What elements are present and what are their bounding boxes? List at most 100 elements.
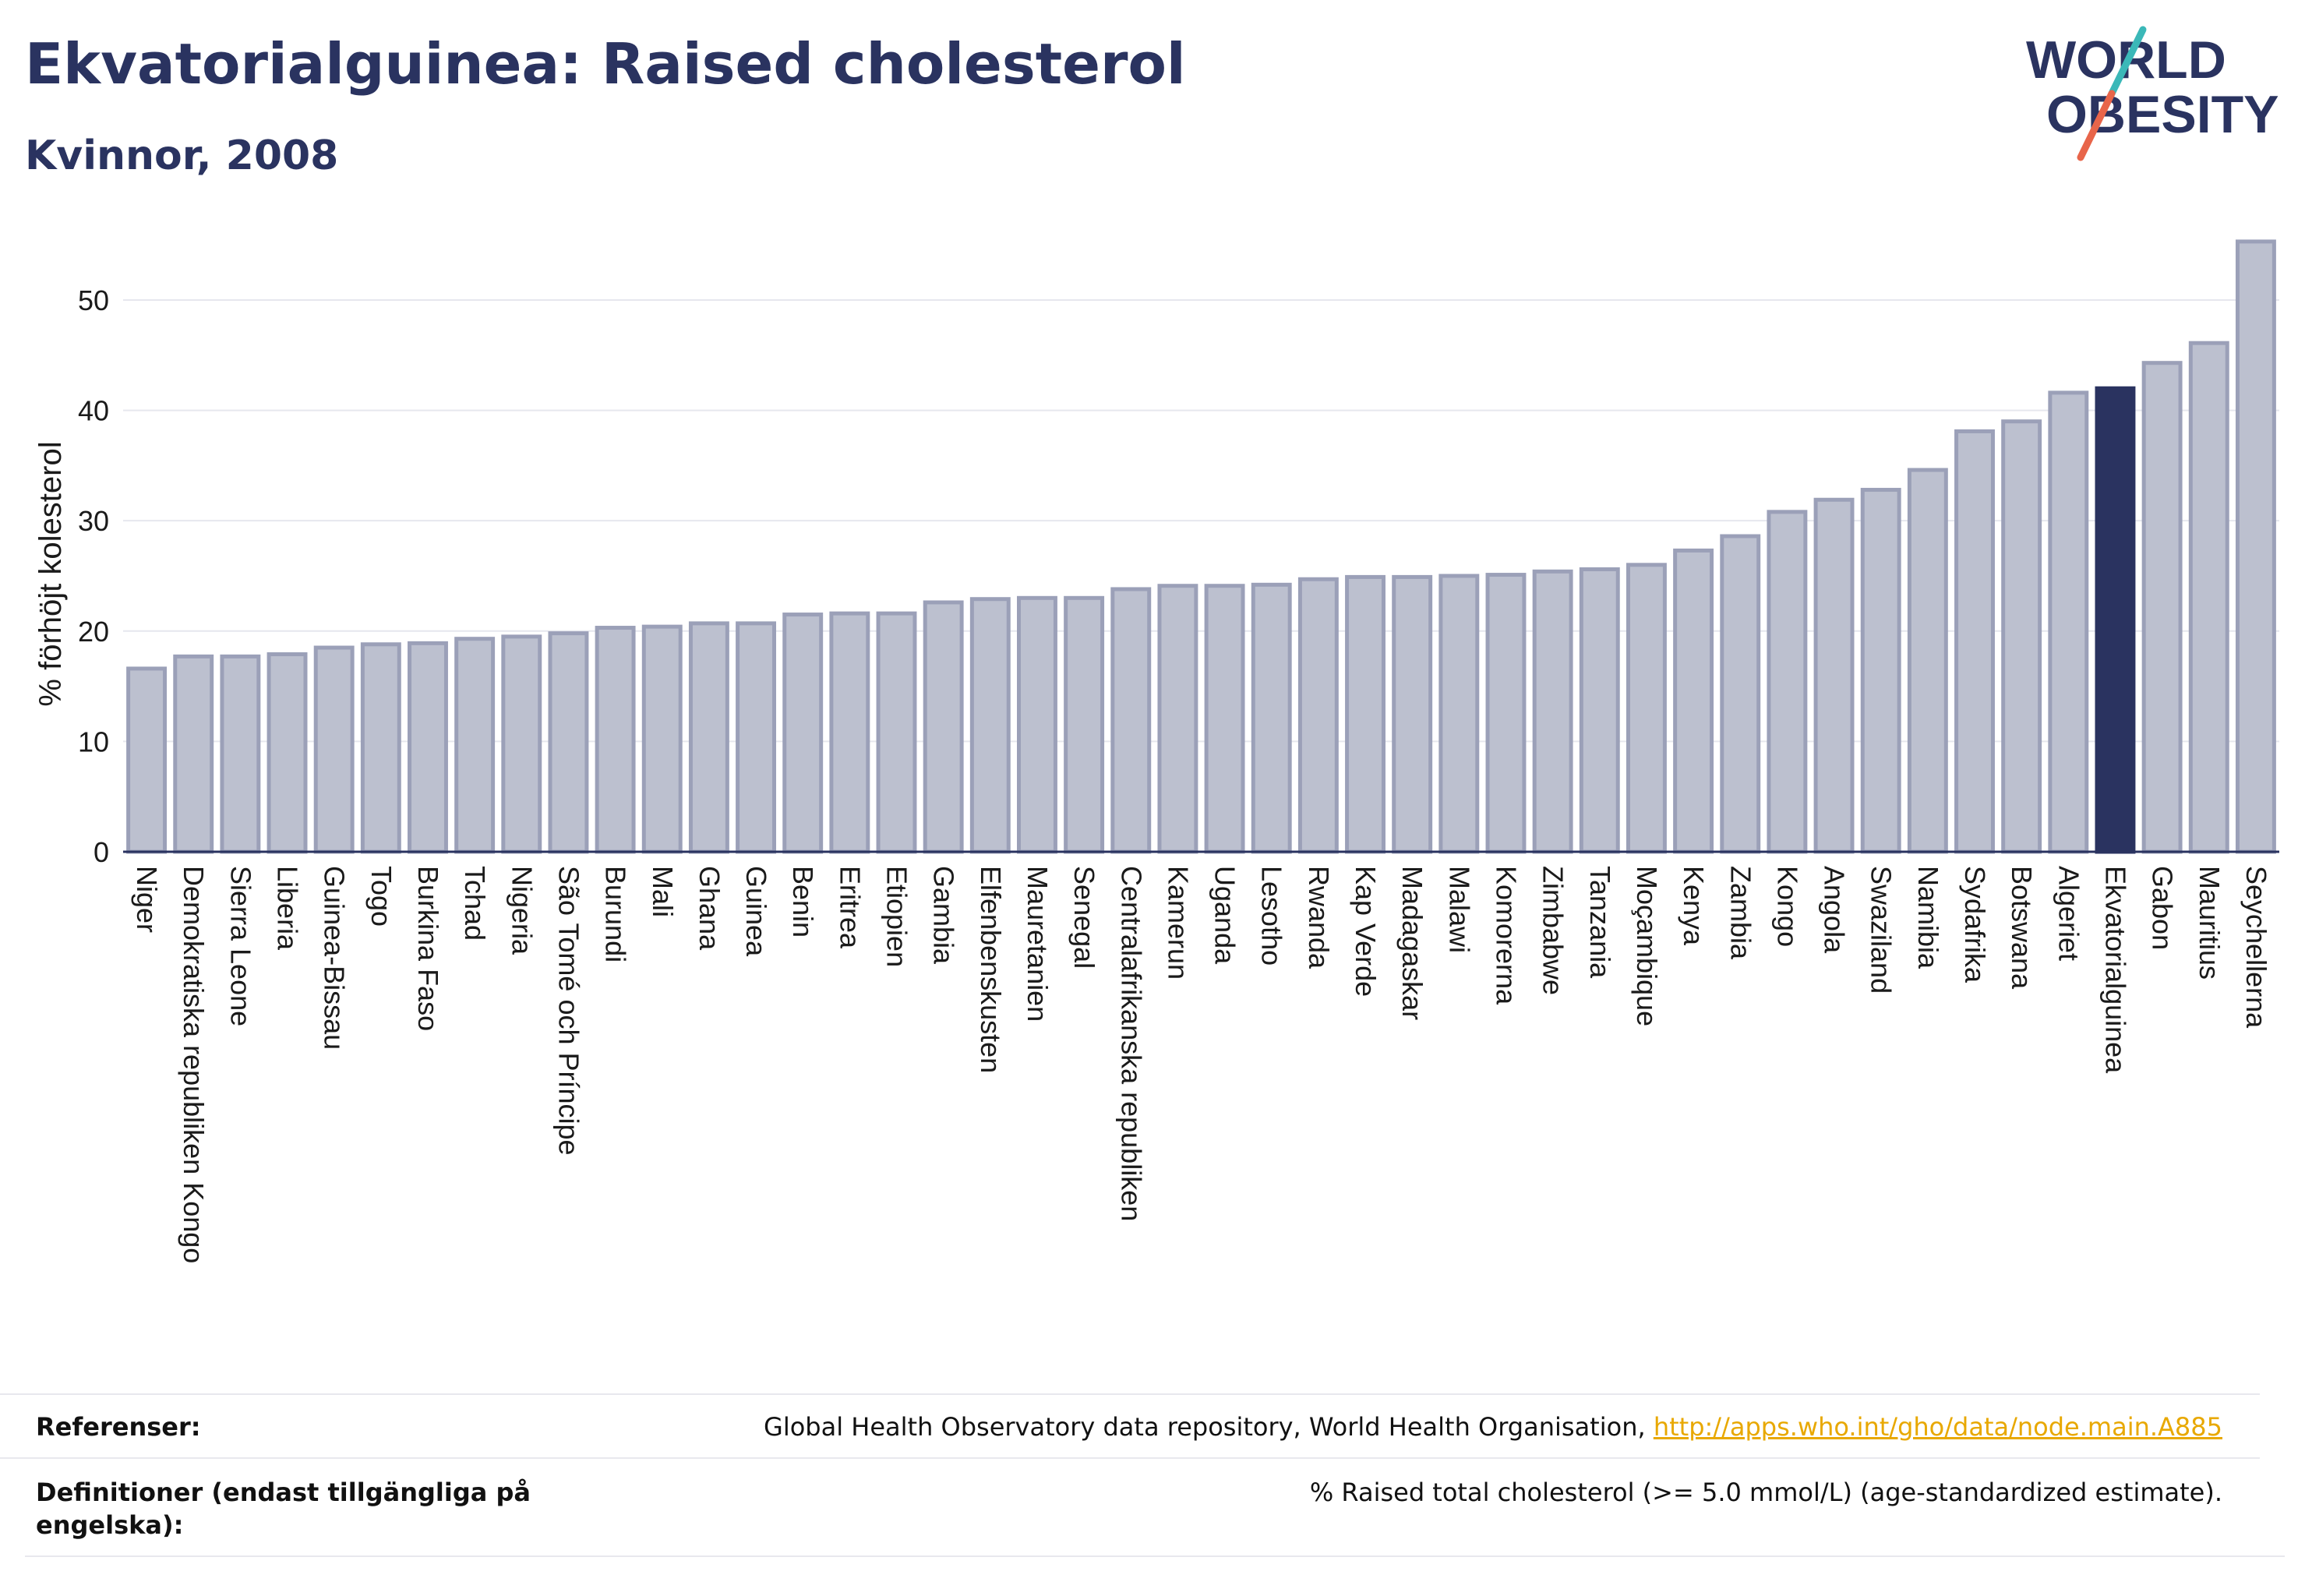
bar [595,626,636,854]
references-label: Referenser: [36,1412,201,1442]
bar [1438,574,1480,854]
x-tick-label: Lesotho [1256,866,1288,966]
bar [1907,468,1948,854]
y-tick-label: 30 [78,505,109,537]
x-tick-label: Guinea-Bissau [319,866,351,1050]
x-tick-label: São Tomé och Príncipe [552,866,584,1156]
bar [1017,595,1057,854]
bar [1251,582,1292,854]
y-tick-label: 10 [78,726,109,757]
bar [360,642,401,854]
bar [1720,534,1761,854]
x-tick-label: Kongo [1771,866,1803,947]
references-value: Global Health Observatory data repositor… [764,1411,2222,1443]
x-tick-label: Tchad [459,866,491,941]
x-tick-label: Rwanda [1303,866,1335,969]
x-tick-label: Zambia [1724,866,1756,960]
x-tick-label: Gambia [928,866,960,965]
definitions-label: Definitioner (endast tillgängliga på enge… [36,1476,531,1541]
bar [126,666,168,854]
bar [2048,390,2089,854]
x-tick-label: Senegal [1068,866,1100,969]
references-link[interactable]: http://apps.who.int/gho/data/node.main.A… [1653,1412,2222,1442]
bar [1673,548,1714,854]
x-tick-label: Burundi [600,866,632,962]
x-tick-label: Benin [787,866,819,937]
x-tick-label: Uganda [1209,866,1241,965]
bar [173,654,214,854]
bar [1064,595,1105,854]
x-tick-label: Etiopien [881,866,913,967]
x-tick-label: Eritrea [834,866,866,949]
table-bottom-border [25,1555,2285,1557]
bar [267,652,308,854]
bar [1954,429,1995,854]
bar [1626,563,1667,854]
x-tick-label: Seychellerna [2240,866,2272,1029]
bar [923,600,964,854]
x-tick-label: Tanzania [1584,866,1616,979]
bar-chart: 0 10 20 30 40 50 % förhöjt kolesterol Niger Demo… [34,239,2279,1263]
x-tick-label: Kap Verde [1350,866,1382,997]
bar [829,611,870,854]
x-tick-label: Demokratiska republiken Kongo [178,866,210,1263]
x-tick-label: Zimbabwe [1537,866,1569,995]
x-tick-label: Mali [647,866,679,917]
bar [1345,574,1385,854]
x-tick-label: Swaziland [1866,866,1897,994]
x-tick-label: Elfenbenskusten [975,866,1007,1073]
bar [876,611,917,854]
x-tick-label: Mauretanien [1022,866,1054,1022]
x-tick-label: Burkina Faso [412,866,444,1031]
bar [1860,488,1901,854]
bar [1813,497,1855,854]
bar [2188,341,2229,854]
definitions-label-line1: Definitioner (endast tillgängliga på [36,1478,531,1507]
logo-slash-teal [2108,26,2147,97]
bar [688,621,729,854]
x-tick-label: Namibia [1912,866,1944,969]
references-text: Global Health Observatory data repositor… [764,1412,1654,1442]
bar [782,613,824,854]
references-row: Referenser: Global Health Observatory da… [0,1393,2260,1459]
y-tick-label: 40 [78,395,109,427]
x-tick-label: Ghana [694,866,725,951]
bar [220,654,261,854]
x-tick-label: Madagaskar [1396,866,1428,1020]
bar [548,631,589,854]
definitions-row: Definitioner (endast tillgängliga på enge… [0,1457,2260,1557]
x-tick-label: Liberia [272,866,304,951]
bar [2095,386,2136,854]
definitions-label-line2: engelska): [36,1510,184,1540]
x-tick-label: Malawi [1443,866,1475,953]
bar [641,624,683,854]
definitions-value: % Raised total cholesterol (>= 5.0 mmol/… [1309,1478,2222,1507]
x-tick-label: Moçambique [1631,866,1663,1026]
bar [501,634,542,854]
chart-subtitle: Kvinnor, 2008 [25,132,339,179]
bar [454,637,496,854]
bar [1110,587,1152,854]
bar [1485,573,1527,854]
chart-title: Ekvatorialguinea: Raised cholesterol [25,31,1186,97]
x-tick-label: Komorerna [1490,866,1522,1005]
x-tick-label: Sierra Leone [224,866,256,1026]
bar [1157,584,1198,854]
logo-line2: OBESITY [2046,85,2279,144]
x-tick-label: Nigeria [506,866,538,955]
bar [1532,569,1573,854]
bar [1297,577,1339,854]
y-tick-label: 20 [78,616,109,648]
bar [1204,584,1245,854]
y-tick-label: 0 [94,836,109,868]
x-tick-label: Guinea [740,866,772,957]
x-tick-label: Kamerun [1162,866,1194,980]
x-tick-label: Kenya [1678,866,1710,946]
bar [1579,567,1620,854]
x-tick-label: Algeriet [2053,866,2084,961]
logo-slash-red [2077,90,2116,161]
bar [313,645,355,854]
x-tick-label: Botswana [2006,866,2038,990]
bar [1392,574,1433,854]
bar [2001,419,2042,854]
